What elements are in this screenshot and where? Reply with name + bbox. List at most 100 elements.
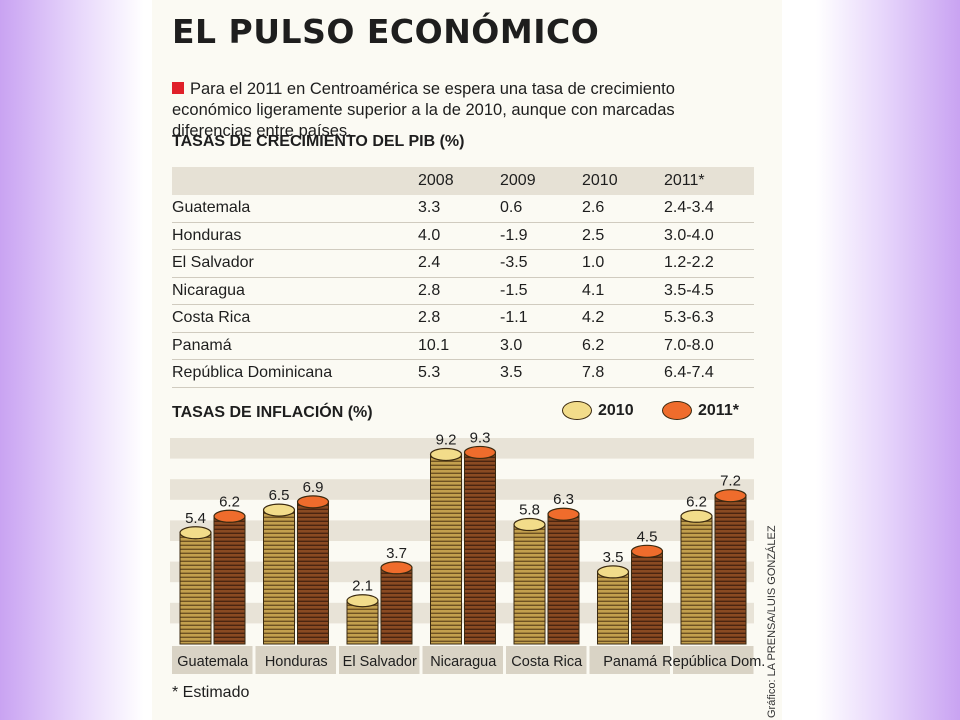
bar-2010	[179, 532, 212, 645]
category-label: Nicaragua	[430, 654, 497, 670]
coin-2011-icon	[662, 401, 692, 420]
data-label: 4.5	[637, 528, 658, 545]
inflation-bar-chart: 5.4 6.2 Guatemala 6.5 6.9 Honduras 2.1 3.7 El Sa…	[170, 430, 765, 674]
gdp-cell: 2.8	[418, 304, 500, 333]
gdp-cell: 6.4-7.4	[664, 359, 754, 388]
infographic-panel: EL PULSO ECONÓMICO Para el 2011 en Centr…	[152, 0, 782, 720]
gdp-cell: 3.5-4.5	[664, 277, 754, 305]
gdp-cell: Costa Rica	[172, 304, 418, 333]
grid-band	[170, 438, 754, 459]
table-row: Costa Rica 2.8 -1.1 4.2 5.3-6.3	[172, 304, 754, 333]
gdp-cell: 1.2-2.2	[664, 249, 754, 278]
gdp-cell: República Dominicana	[172, 359, 418, 388]
coin-top-2010	[262, 503, 296, 517]
intro-paragraph: Para el 2011 en Centroamérica se espera …	[172, 79, 675, 140]
gdp-cell: 2.4-3.4	[664, 195, 754, 223]
data-label: 3.5	[603, 549, 624, 566]
gdp-cell: 4.0	[418, 222, 500, 250]
gdp-cell: -1.9	[500, 222, 582, 250]
coin-top-2011	[213, 509, 246, 523]
category-label: Panamá	[603, 654, 658, 670]
data-label: 5.4	[185, 510, 206, 527]
gdp-cell: 1.0	[582, 249, 664, 278]
gdp-cell: Nicaragua	[172, 277, 418, 305]
data-label: 3.7	[386, 545, 407, 562]
category-band	[422, 646, 503, 674]
gdp-cell: 7.8	[582, 359, 664, 388]
gdp-cell: -3.5	[500, 249, 582, 278]
coin-top-2010	[596, 565, 630, 579]
gdp-cell: Honduras	[172, 222, 418, 250]
gdp-cell: 2.8	[418, 277, 500, 305]
data-label: 6.9	[303, 479, 324, 496]
gdp-header-2008: 2008	[418, 167, 500, 195]
category-band	[255, 646, 336, 674]
gdp-cell: 4.2	[582, 304, 664, 333]
intro-text: Para el 2011 en Centroamérica se espera …	[172, 79, 692, 142]
category-band	[673, 646, 754, 674]
gdp-header-2009: 2009	[500, 167, 582, 195]
gdp-cell: Guatemala	[172, 195, 418, 223]
table-row: El Salvador 2.4 -3.5 1.0 1.2-2.2	[172, 249, 754, 278]
bar-2011	[631, 550, 663, 645]
coin-top-2011	[296, 495, 330, 509]
gdp-cell: 6.2	[582, 332, 664, 360]
red-square-bullet-icon	[172, 81, 184, 94]
legend-2010-label: 2010	[598, 401, 634, 419]
coin-top-2011	[630, 544, 664, 558]
gdp-cell: 5.3-6.3	[664, 304, 754, 333]
coin-top-2010	[179, 526, 212, 540]
data-label: 9.2	[436, 431, 457, 448]
category-label: El Salvador	[343, 654, 417, 670]
bar-2010	[430, 453, 462, 645]
gdp-section-title: TASAS DE CRECIMIENTO DEL PIB (%)	[172, 133, 465, 150]
coin-top-2010	[680, 509, 713, 523]
category-band	[339, 646, 420, 674]
data-label: 7.2	[720, 473, 741, 490]
bar-2010	[513, 524, 546, 645]
gdp-cell: 3.0-4.0	[664, 222, 754, 250]
bar-2011	[213, 515, 246, 645]
gdp-header-2011: 2011*	[664, 167, 754, 195]
bar-2011	[547, 513, 580, 645]
gdp-table-header-row: 2008 2009 2010 2011*	[172, 167, 754, 195]
bar-2010	[597, 571, 629, 645]
table-row: Panamá 10.1 3.0 6.2 7.0-8.0	[172, 332, 754, 360]
coin-top-2010	[513, 517, 546, 532]
table-row: Nicaragua 2.8 -1.5 4.1 3.5-4.5	[172, 277, 754, 305]
page-title: EL PULSO ECONÓMICO	[172, 12, 600, 51]
table-row: Honduras 4.0 -1.9 2.5 3.0-4.0	[172, 222, 754, 250]
category-label: Guatemala	[177, 654, 249, 670]
data-label: 9.3	[470, 430, 491, 446]
gdp-header-country	[172, 167, 418, 195]
category-band	[506, 646, 587, 674]
table-row: República Dominicana 5.3 3.5 7.8 6.4-7.4	[172, 359, 754, 388]
legend-2010: 2010	[562, 401, 634, 420]
coin-top-2011	[547, 507, 580, 521]
data-label: 5.8	[519, 502, 540, 519]
category-label: Costa Rica	[511, 654, 583, 670]
gdp-cell: 7.0-8.0	[664, 332, 754, 360]
category-label: República Dom.	[662, 654, 765, 670]
bar-2010	[263, 509, 295, 645]
gdp-cell: 2.6	[582, 195, 664, 223]
data-label: 2.1	[352, 578, 373, 595]
gdp-cell: 2.5	[582, 222, 664, 250]
bar-2011	[714, 495, 747, 645]
data-label: 6.2	[686, 493, 707, 510]
bar-2011	[464, 451, 496, 645]
bar-2011	[297, 501, 329, 645]
coin-top-2010	[429, 447, 463, 462]
legend-2011: 2011*	[662, 401, 739, 420]
graphic-credit: Gráfico: LA PRENSA/LUIS GONZÁLEZ	[766, 525, 778, 718]
gdp-cell: 0.6	[500, 195, 582, 223]
legend-2011-label: 2011*	[698, 401, 739, 419]
data-label: 6.2	[219, 493, 240, 510]
gdp-cell: 3.5	[500, 359, 582, 388]
gdp-cell: -1.5	[500, 277, 582, 305]
gdp-cell: Panamá	[172, 332, 418, 360]
gdp-cell: 3.0	[500, 332, 582, 360]
gdp-cell: 4.1	[582, 277, 664, 305]
bar-2010	[680, 515, 713, 645]
gdp-cell: 5.3	[418, 359, 500, 388]
